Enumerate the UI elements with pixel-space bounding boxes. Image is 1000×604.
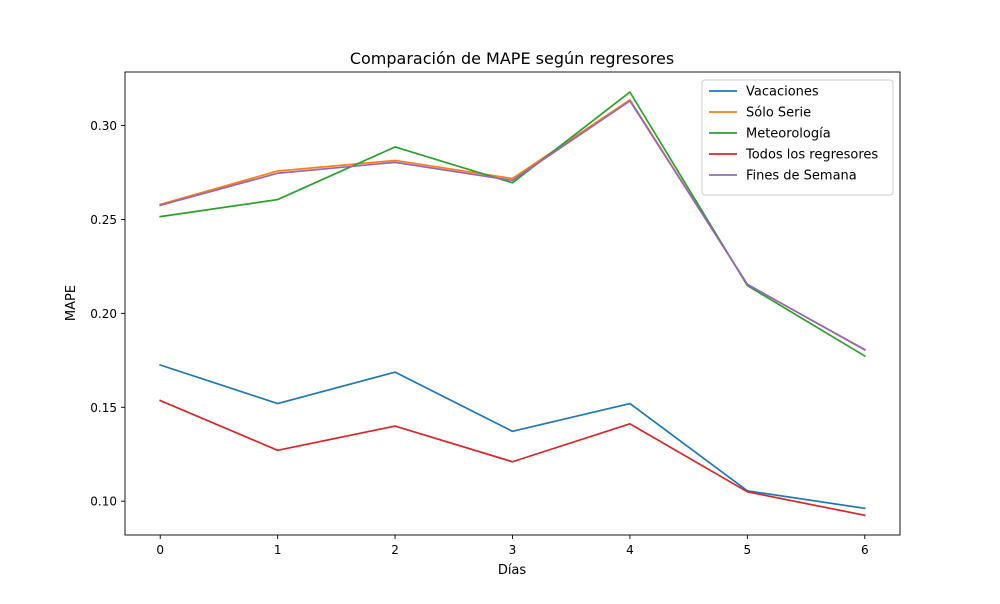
chart-title: Comparación de MAPE según regresores: [350, 49, 674, 68]
legend-label-3: Todos los regresores: [745, 148, 878, 163]
legend: Vacaciones Sólo Serie Meteorología Todos lo…: [701, 79, 894, 196]
legend-label-4: Fines de Semana: [746, 169, 857, 184]
y-tick-label: 0.10: [90, 495, 117, 509]
series-line-2: [159, 91, 866, 358]
y-tick-label: 0.20: [90, 307, 117, 321]
x-tick-label: 6: [861, 543, 869, 557]
series-line-3: [159, 399, 866, 517]
y-tick-label: 0.30: [90, 119, 117, 133]
x-axis-label: Días: [498, 563, 527, 578]
legend-label-2: Meteorología: [746, 127, 831, 142]
x-tick-label: 0: [156, 543, 164, 557]
plot-area: [159, 91, 866, 517]
y-tick-label: 0.25: [90, 213, 117, 227]
x-tick-label: 4: [626, 543, 634, 557]
y-axis-label: MAPE: [64, 285, 79, 321]
y-tick-label: 0.15: [90, 401, 117, 415]
series-line-0: [159, 363, 866, 510]
x-tick-label: 5: [744, 543, 752, 557]
series-line-4: [159, 100, 866, 352]
legend-label-1: Sólo Serie: [746, 106, 811, 121]
x-tick-label: 2: [391, 543, 399, 557]
legend-label-0: Vacaciones: [746, 85, 819, 100]
x-tick-label: 1: [274, 543, 282, 557]
legend-box: [701, 79, 894, 196]
x-tick-label: 3: [509, 543, 517, 557]
axes: 0 1 2 3 4 5 6 0.10 0.15 0.20 0.25 0.30: [90, 71, 901, 557]
